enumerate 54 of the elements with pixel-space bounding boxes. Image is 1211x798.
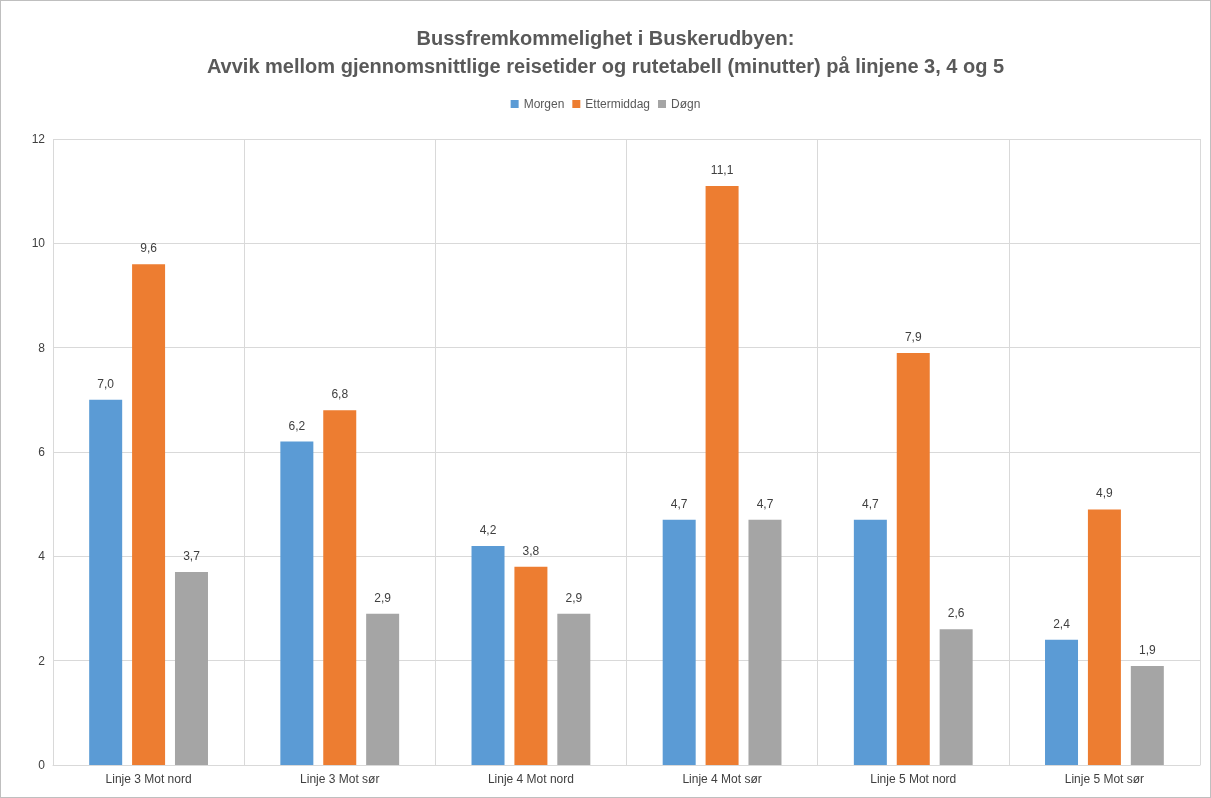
bar [471, 545, 505, 765]
data-label: 6,2 [288, 418, 306, 433]
bar [662, 519, 696, 765]
data-label: 4,7 [670, 496, 688, 511]
data-label: 3,7 [183, 548, 201, 563]
bar [896, 352, 930, 765]
bar [853, 519, 887, 765]
data-label: 7,0 [97, 376, 115, 391]
x-tick-label: Linje 4 Mot sør [682, 772, 762, 786]
x-tick-label: Linje 3 Mot sør [300, 772, 380, 786]
legend-label: Ettermiddag [585, 97, 651, 111]
bar [174, 571, 208, 765]
data-label: 7,9 [904, 329, 922, 344]
chart-subtitle: Avvik mellom gjennomsnittlige reisetider og rutetabell (minutter) på linjene 3, 4 og 5 [206, 55, 1005, 77]
y-tick-label: 4 [38, 549, 46, 564]
bar [89, 399, 123, 765]
y-tick-label: 10 [31, 236, 46, 251]
bar [366, 613, 400, 765]
data-label: 2,9 [565, 590, 583, 605]
data-label: 11,1 [710, 162, 734, 177]
data-label: 4,2 [479, 522, 497, 537]
data-label: 9,6 [140, 241, 158, 256]
bar [1045, 639, 1079, 765]
data-label: 4,7 [862, 496, 880, 511]
legend-label: Døgn [671, 97, 701, 111]
data-label: 1,9 [1138, 642, 1156, 657]
data-label: 2,9 [374, 590, 392, 605]
y-tick-label: 6 [38, 445, 46, 459]
bar [705, 185, 739, 765]
bar [132, 264, 166, 765]
bar [1130, 665, 1164, 765]
bar [939, 629, 973, 765]
data-label: 3,8 [522, 543, 540, 558]
y-tick-label: 12 [31, 132, 46, 146]
x-tick-label: Linje 5 Mot nord [870, 772, 957, 786]
x-tick-label: Linje 5 Mot sør [1064, 772, 1145, 786]
bar [748, 519, 782, 765]
bar [1087, 509, 1121, 765]
y-tick-label: 8 [38, 340, 46, 355]
legend-label: Morgen [523, 97, 565, 111]
x-tick-label: Linje 4 Mot nord [487, 772, 574, 786]
y-tick-label: 2 [38, 653, 46, 668]
data-label: 2,6 [947, 606, 965, 621]
y-tick-label: 0 [38, 758, 46, 772]
x-tick-label: Linje 3 Mot nord [105, 772, 192, 786]
data-label: 4,7 [756, 496, 774, 511]
bar [514, 566, 548, 765]
bar [557, 613, 591, 765]
data-label: 2,4 [1053, 616, 1071, 631]
data-label: 6,8 [331, 387, 349, 402]
chart-title: Bussfremkommelighet i Buskerudbyen: [416, 27, 795, 49]
bar [323, 410, 357, 765]
bar [280, 441, 314, 765]
data-label: 4,9 [1096, 486, 1114, 501]
